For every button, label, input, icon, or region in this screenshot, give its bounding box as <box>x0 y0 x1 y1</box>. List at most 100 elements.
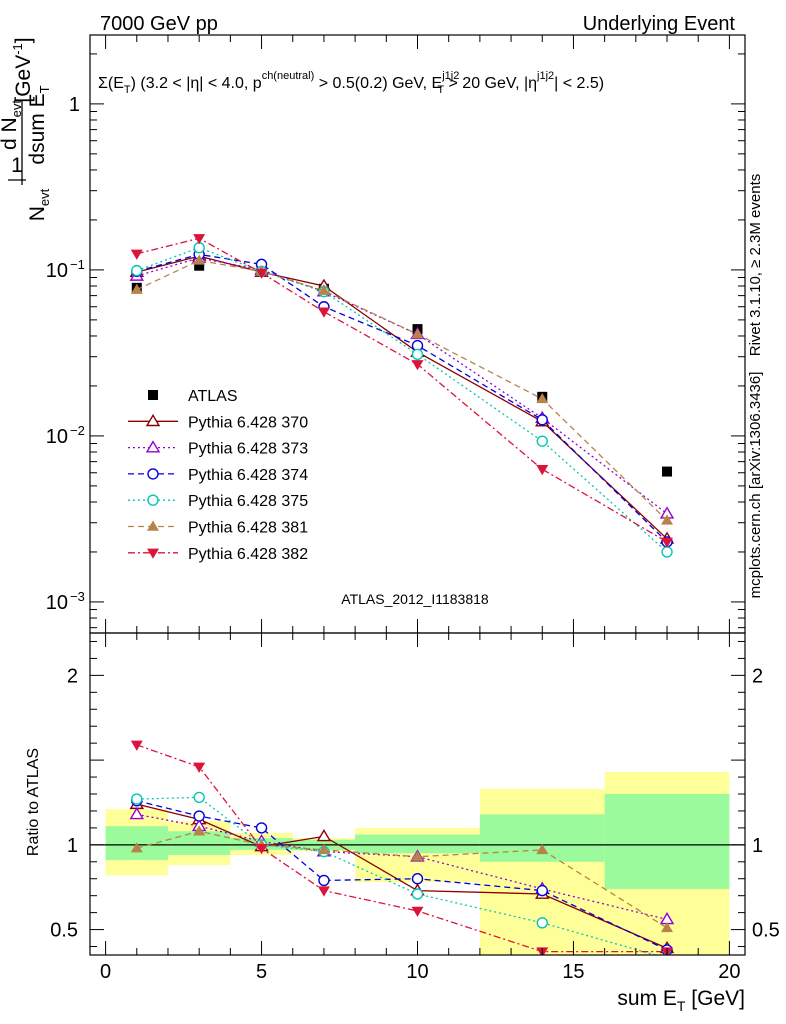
legend-marker-ATLAS <box>148 390 158 400</box>
legend-item-381: Pythia 6.428 381 <box>128 520 308 537</box>
main-title: Σ(ET) (3.2 < |η| < 4.0, pch(neutral) > 0… <box>98 70 604 96</box>
main-point-381-6 <box>661 514 674 525</box>
ratio-point-382-2 <box>255 844 268 855</box>
ratio-ytick-label-right-0: 0.5 <box>752 920 780 942</box>
svg-text:d Nevt: d Nevt <box>0 100 24 150</box>
ratio-point-374-4 <box>411 873 424 885</box>
main-point-381-5 <box>536 392 549 404</box>
xtick-label-3: 15 <box>562 961 584 983</box>
legend-label-381: Pythia 6.428 381 <box>188 520 308 537</box>
header-right: Underlying Event <box>583 13 736 35</box>
legend-item-382: Pythia 6.428 382 <box>128 546 308 563</box>
main-point-382-5 <box>536 465 549 476</box>
legend-marker-381 <box>147 520 159 531</box>
legend-marker-374 <box>147 468 159 480</box>
main-point-382-4 <box>411 360 424 371</box>
header-left: 7000 GeV pp <box>100 13 218 35</box>
ratio-point-382-3 <box>317 886 330 897</box>
main-point-375-5 <box>536 435 548 447</box>
ratio-point-381-5 <box>536 843 549 855</box>
main-point-ATLAS-1 <box>194 260 205 271</box>
legend-label-374: Pythia 6.428 374 <box>188 467 308 484</box>
legend-marker-373 <box>145 440 161 453</box>
legend-label-ATLAS: ATLAS <box>188 388 238 405</box>
main-ytick-label-0: 10 <box>46 592 68 614</box>
x-axis-label: sum ET [GeV] <box>617 987 745 1014</box>
main-point-375-6 <box>661 546 673 558</box>
legend-item-370: Pythia 6.428 370 <box>128 413 308 431</box>
ratio-ytick-label-2: 2 <box>67 665 78 687</box>
ratio-point-382-0 <box>130 740 143 751</box>
ratio-point-375-5 <box>536 917 548 929</box>
band-yellow-5 <box>479 788 605 955</box>
main-point-381-4 <box>411 328 424 339</box>
main-point-382-2 <box>255 268 268 279</box>
band-green-4 <box>355 834 480 854</box>
main-point-374-5 <box>536 414 548 426</box>
xtick-label-4: 20 <box>718 961 740 983</box>
main-point-382-0 <box>130 249 143 260</box>
ratio-ytick-label-right-2: 2 <box>752 665 763 687</box>
mcplots-label: mcplots.cern.ch [arXiv:1306.3436] <box>747 372 764 599</box>
legend-item-375: Pythia 6.428 375 <box>128 493 308 510</box>
svg-text:1: 1 <box>11 154 23 177</box>
main-point-375-4 <box>411 348 424 361</box>
ratio-point-375-0 <box>131 793 143 805</box>
ratio-point-382-1 <box>193 762 206 773</box>
rivet-label: Rivet 3.1.10, ≥ 2.3M events <box>747 174 764 357</box>
ratio-point-374-1 <box>193 810 205 822</box>
analysis-tag: ATLAS_2012_I1183818 <box>341 591 489 607</box>
legend-label-375: Pythia 6.428 375 <box>188 493 308 510</box>
ratio-ylabel: Ratio to ATLAS <box>25 748 42 856</box>
legend-label-382: Pythia 6.428 382 <box>188 546 308 563</box>
svg-text:Nevt: Nevt <box>26 188 52 221</box>
main-point-375-0 <box>131 264 143 277</box>
main-ytick-exp-0: −3 <box>70 589 85 604</box>
main-point-381-0 <box>130 283 143 294</box>
ratio-point-375-1 <box>193 791 205 804</box>
main-ytick-label-3: 1 <box>69 94 80 116</box>
ratio-ytick-label-0: 0.5 <box>50 920 78 942</box>
ratio-point-381-4 <box>411 850 424 861</box>
legend-marker-382 <box>147 548 159 559</box>
main-point-381-1 <box>193 254 206 265</box>
legend-label-373: Pythia 6.428 373 <box>188 441 308 458</box>
ratio-point-374-5 <box>536 884 548 897</box>
ratio-point-381-1 <box>193 825 206 836</box>
ratio-point-374-2 <box>255 822 268 834</box>
main-ytick-exp-1: −2 <box>70 423 85 438</box>
xtick-label-0: 0 <box>100 961 111 983</box>
main-ylabel: 1 Nevt d Nevt dsum ET [GeV-1] <box>0 37 52 221</box>
ratio-point-375-4 <box>411 888 424 900</box>
ratio-point-381-0 <box>130 842 143 853</box>
svg-text:dsum ET: dsum ET <box>26 85 52 164</box>
ratio-ytick-label-right-1: 1 <box>752 835 763 857</box>
legend-marker-370 <box>145 413 161 427</box>
xtick-label-1: 5 <box>256 961 267 983</box>
main-ytick-exp-2: −1 <box>70 257 85 272</box>
main-ytick-label-2: 10 <box>46 260 68 282</box>
legend-item-ATLAS: ATLAS <box>148 388 238 405</box>
svg-text:[GeV-1]: [GeV-1] <box>10 37 35 102</box>
legend-item-373: Pythia 6.428 373 <box>128 440 308 458</box>
ratio-series-381 <box>130 825 674 933</box>
ratio-point-370-3 <box>316 828 332 842</box>
band-green-1 <box>167 831 231 856</box>
main-point-382-6 <box>661 537 674 548</box>
ratio-ytick-label-1: 1 <box>67 835 78 857</box>
band-green-5 <box>479 814 605 862</box>
xtick-label-2: 10 <box>406 961 428 983</box>
legend-marker-375 <box>147 494 159 506</box>
main-point-382-1 <box>193 234 206 245</box>
legend-label-370: Pythia 6.428 370 <box>188 414 308 431</box>
ratio-point-373-0 <box>129 806 145 820</box>
main-point-381-3 <box>317 284 330 295</box>
ratio-point-374-3 <box>318 874 330 887</box>
ratio-point-382-4 <box>411 906 424 917</box>
band-green-6 <box>604 794 730 889</box>
ratio-point-381-3 <box>317 843 330 855</box>
ratio-point-381-6 <box>661 921 674 933</box>
legend-item-374: Pythia 6.428 374 <box>128 467 308 484</box>
main-series-382 <box>130 234 674 548</box>
